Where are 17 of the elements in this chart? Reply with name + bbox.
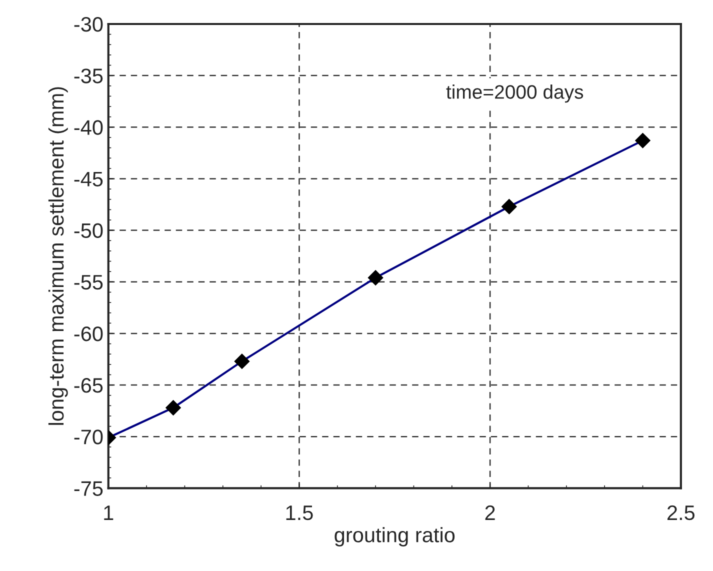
y-tick-label: -75 — [74, 481, 103, 496]
y-tick-label: -60 — [74, 326, 103, 342]
y-tick-label: -30 — [74, 16, 103, 32]
x-tick-label: 2 — [485, 505, 495, 520]
y-tick-label: -70 — [74, 430, 103, 444]
x-tick-label: 2.5 — [667, 505, 695, 520]
y-tick-label: -55 — [74, 275, 103, 290]
y-tick-label: -40 — [74, 120, 103, 135]
y-tick-label: -50 — [74, 223, 103, 238]
annotation: time=2000 days — [446, 84, 584, 103]
y-tick-label: -45 — [74, 172, 103, 186]
y-tick-label: -65 — [74, 378, 103, 393]
x-tick-label: 1 — [104, 506, 114, 520]
y-tick-label: -35 — [74, 68, 103, 84]
x-tick-label: 1.5 — [286, 506, 313, 520]
x-axis-title: grouting ratio — [334, 527, 455, 546]
y-axis-title: long-term maximum settlement (mm) — [48, 87, 68, 425]
